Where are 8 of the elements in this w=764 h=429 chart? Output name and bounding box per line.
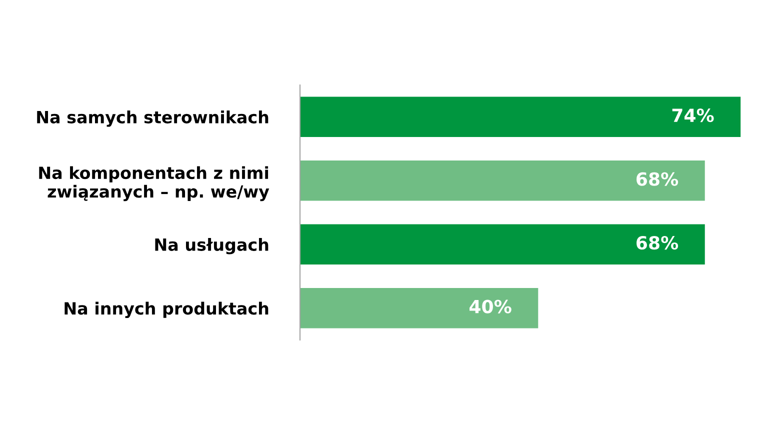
y-tick-label: Na innych produktach xyxy=(64,302,268,318)
y-tick-label: Na samych sterownikach xyxy=(37,110,268,127)
y-tick-label: Na komponentach z nimi związanych – np. we/wy xyxy=(39,166,270,202)
data-label: 74% xyxy=(672,108,714,122)
data-label: 68% xyxy=(636,236,678,250)
y-tick-label: Na usługach xyxy=(155,238,268,254)
data-label: 40% xyxy=(470,300,512,314)
data-label: 68% xyxy=(636,172,678,186)
